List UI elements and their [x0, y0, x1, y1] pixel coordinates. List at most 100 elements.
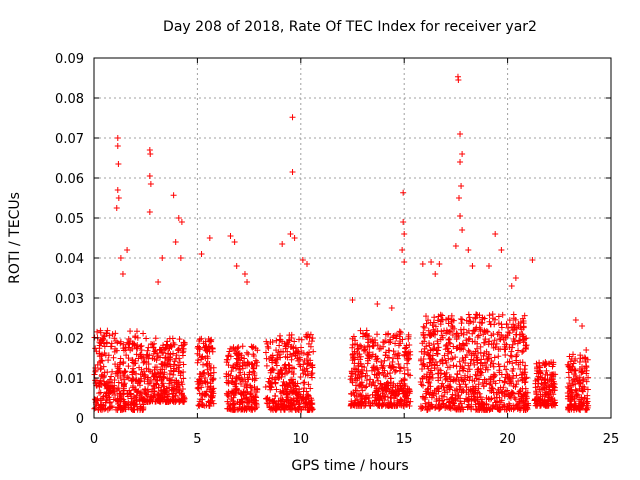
data-point: [510, 337, 517, 344]
data-point: [97, 353, 104, 360]
data-point: [404, 357, 411, 364]
data-point-outlier: [146, 173, 153, 179]
data-point: [533, 360, 540, 367]
data-point: [226, 348, 233, 355]
data-point: [101, 381, 108, 388]
data-point: [252, 375, 259, 382]
data-point: [239, 399, 246, 406]
y-tick-label: 0.07: [55, 132, 84, 147]
data-point: [269, 397, 276, 404]
data-point: [273, 337, 280, 344]
data-point: [348, 398, 355, 405]
data-point: [154, 377, 161, 384]
data-point: [238, 352, 245, 359]
data-point: [568, 355, 575, 362]
data-point: [548, 377, 555, 384]
data-point: [297, 373, 304, 380]
data-point: [296, 391, 303, 398]
data-point: [366, 349, 373, 356]
data-point: [101, 332, 108, 339]
data-point: [379, 390, 386, 397]
data-point: [463, 329, 470, 336]
data-point: [355, 345, 362, 352]
data-point: [110, 354, 117, 361]
data-point: [507, 352, 514, 359]
data-point-outlier: [289, 114, 296, 121]
data-point: [463, 337, 470, 344]
data-point: [364, 360, 371, 367]
data-point: [129, 345, 136, 352]
data-point: [262, 349, 269, 356]
data-point: [577, 402, 584, 409]
data-point: [498, 321, 505, 328]
data-point: [576, 358, 583, 365]
data-point-outlier: [299, 257, 306, 263]
data-point: [348, 368, 355, 375]
data-point: [271, 376, 278, 383]
data-point: [486, 312, 493, 319]
data-point: [180, 361, 187, 368]
data-point: [365, 352, 372, 359]
data-point: [449, 355, 456, 362]
data-point: [284, 354, 291, 361]
data-point: [225, 380, 232, 387]
data-point: [176, 382, 183, 389]
data-point: [564, 361, 571, 368]
data-point: [439, 312, 446, 319]
x-axis-label: GPS time / hours: [291, 458, 408, 474]
data-point: [133, 386, 140, 393]
data-point: [247, 390, 254, 397]
data-point: [253, 400, 260, 407]
data-point: [464, 403, 471, 410]
data-point: [471, 361, 478, 368]
data-point: [402, 345, 409, 352]
data-point: [251, 393, 258, 400]
data-point: [229, 406, 236, 413]
data-point: [509, 341, 516, 348]
data-point: [389, 359, 396, 366]
data-point: [580, 376, 587, 383]
data-point: [204, 355, 211, 362]
data-point: [463, 395, 470, 402]
y-tick-label: 0.06: [55, 172, 84, 187]
data-point: [397, 338, 404, 345]
data-point: [234, 359, 241, 366]
data-point: [131, 360, 138, 367]
data-point: [449, 391, 456, 398]
data-point: [495, 313, 502, 320]
data-point: [353, 402, 360, 409]
data-point: [460, 357, 467, 364]
data-point: [129, 356, 136, 363]
data-point: [393, 335, 400, 342]
data-point: [362, 346, 369, 353]
data-point: [570, 351, 577, 358]
data-point: [209, 377, 216, 384]
data-point: [443, 369, 450, 376]
data-point: [350, 333, 357, 340]
data-point: [101, 343, 108, 350]
data-point: [197, 401, 204, 408]
data-point: [270, 403, 277, 410]
data-point: [506, 358, 513, 365]
data-point: [199, 396, 206, 403]
data-point: [130, 406, 137, 413]
data-point: [157, 369, 164, 376]
data-point-outlier: [399, 247, 406, 253]
data-point: [351, 360, 358, 367]
data-point-outlier: [458, 183, 465, 189]
data-point: [298, 406, 305, 413]
data-point: [499, 388, 506, 395]
data-point: [427, 346, 434, 353]
data-point: [407, 348, 414, 355]
data-point: [430, 331, 437, 338]
data-point: [196, 346, 203, 353]
data-point-outlier: [436, 261, 443, 267]
data-point: [248, 404, 255, 411]
data-point: [420, 332, 427, 339]
data-point: [523, 374, 530, 381]
data-point: [104, 369, 111, 376]
data-point: [108, 403, 115, 410]
data-point: [476, 390, 483, 397]
data-point: [434, 403, 441, 410]
data-point: [137, 351, 144, 358]
